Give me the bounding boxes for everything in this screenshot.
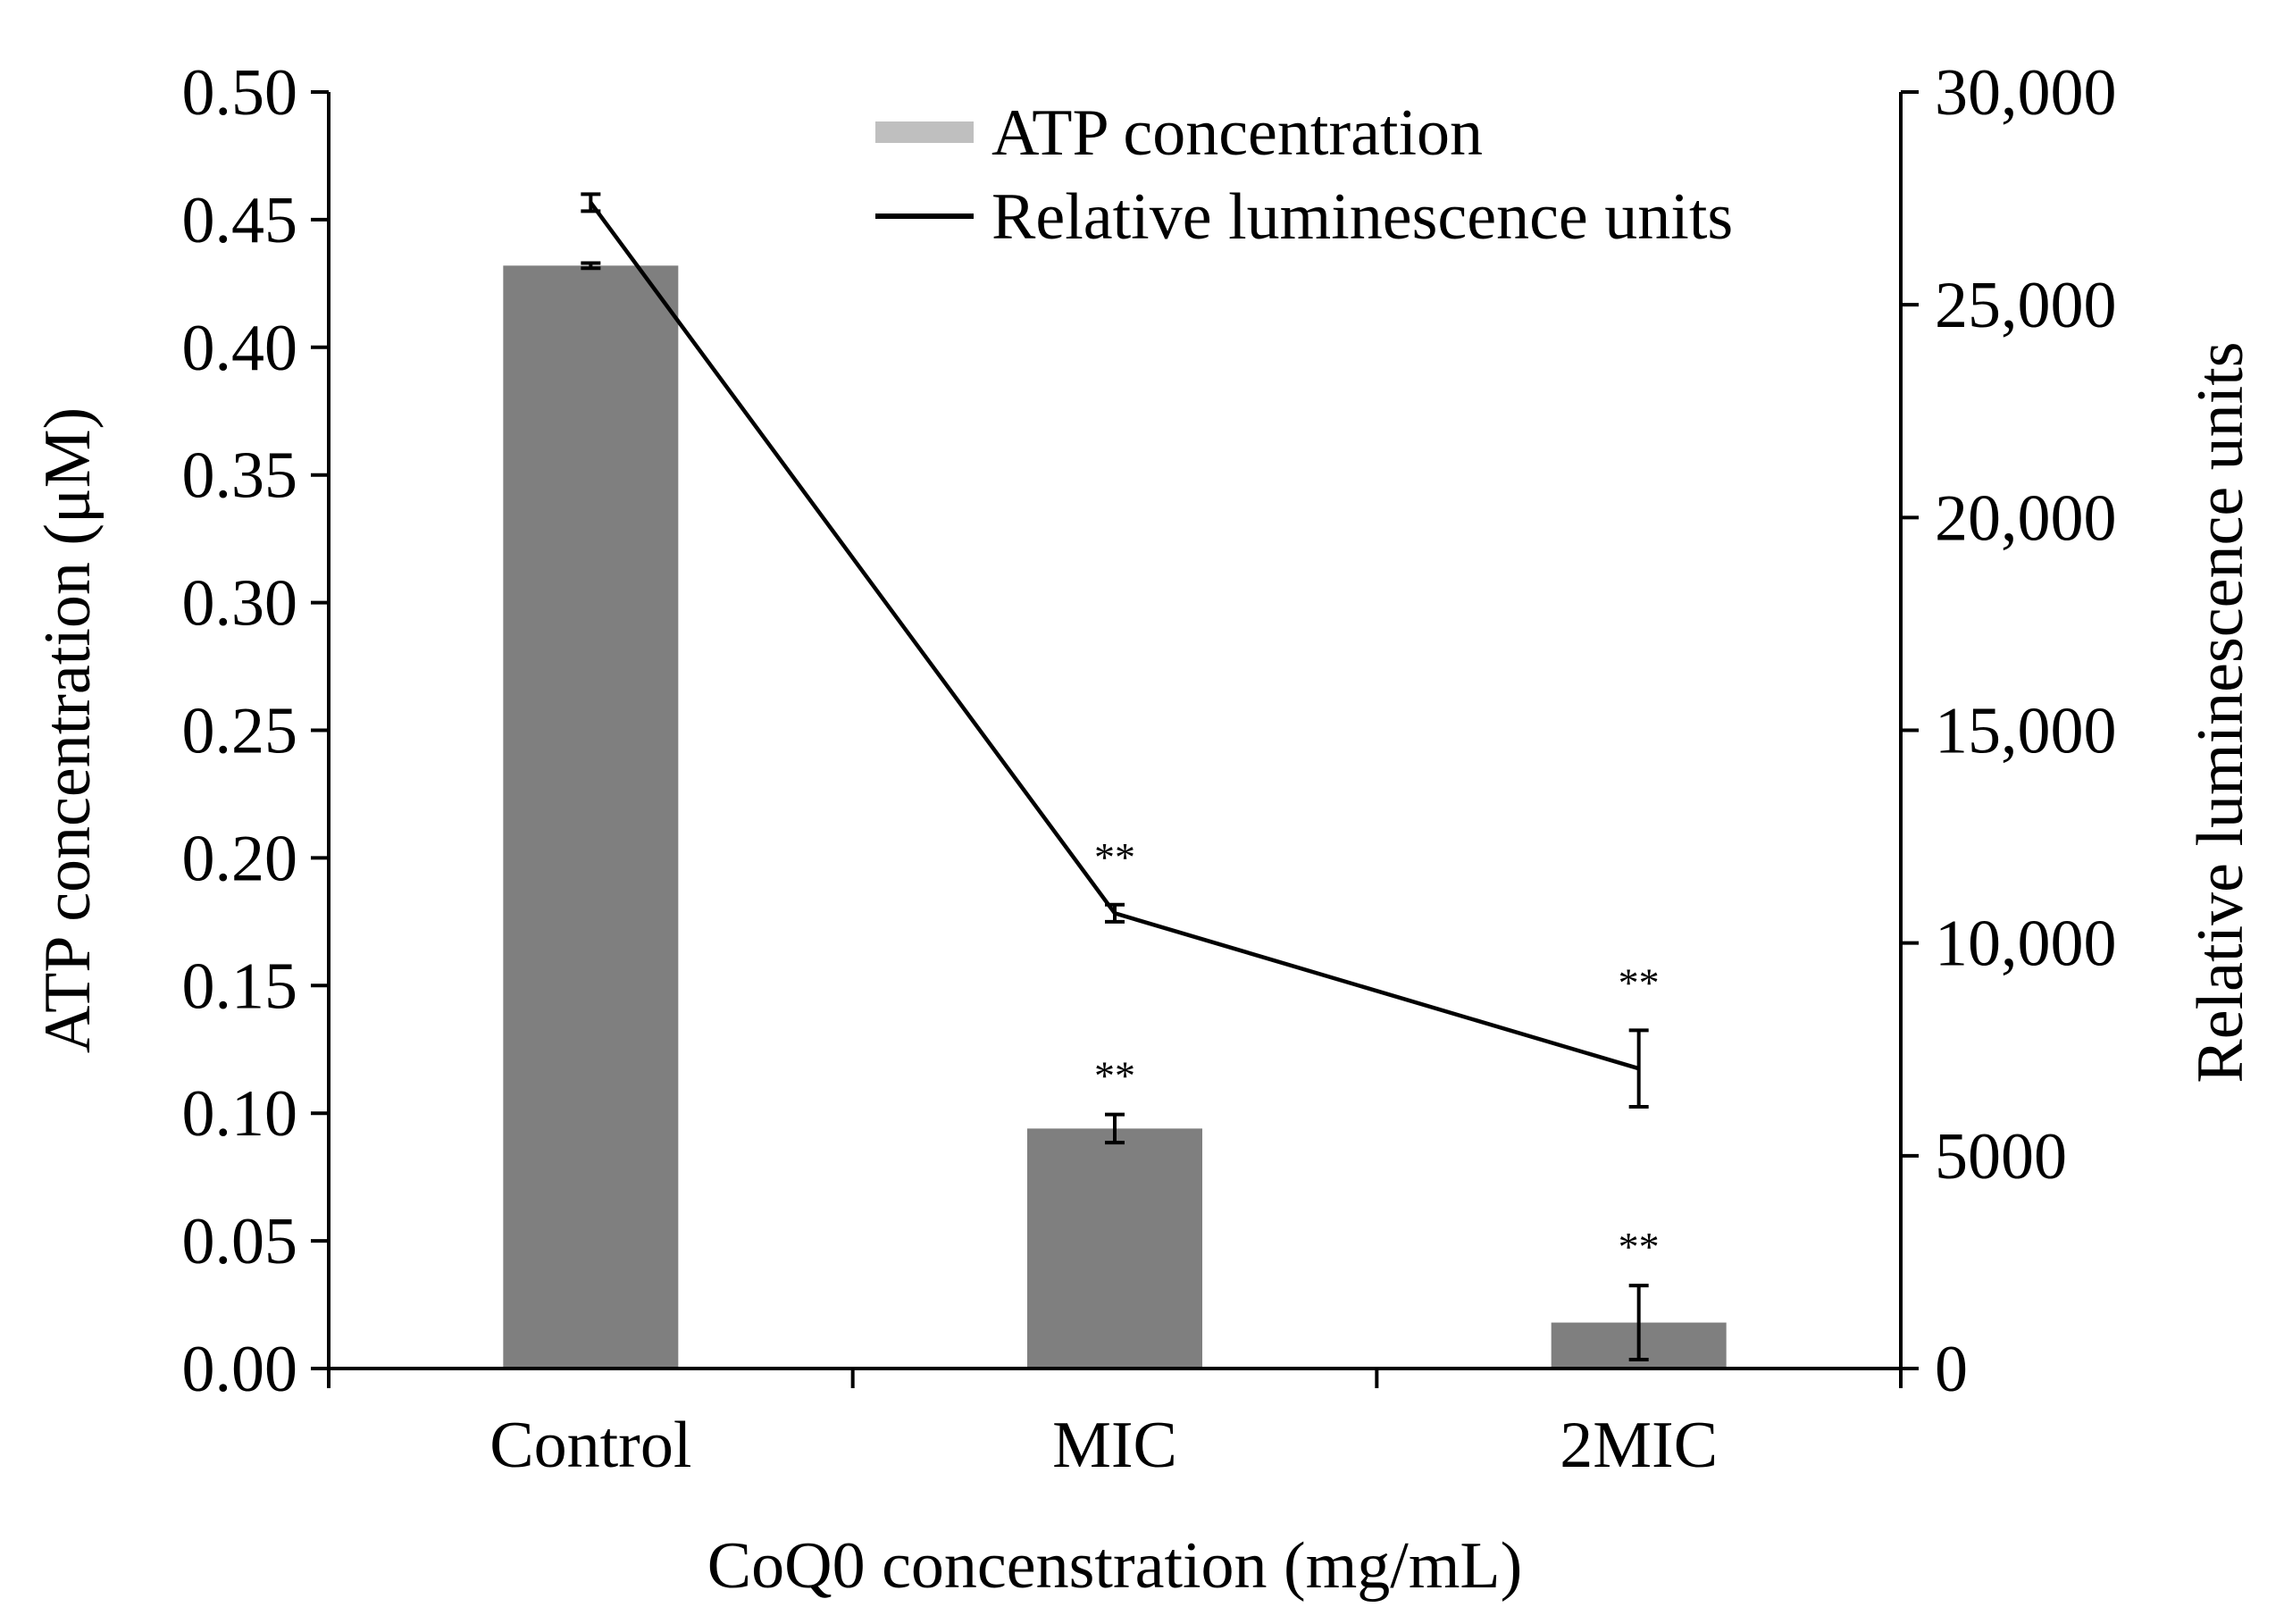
left-tick-label: 0.20 xyxy=(182,822,298,895)
rlu-point-2mic xyxy=(1637,1067,1641,1070)
rlu-line xyxy=(589,201,1640,1071)
bar-significance-mic: ** xyxy=(1094,1053,1135,1099)
right-tick-label: 10,000 xyxy=(1935,908,2117,981)
x-tick-label: 2MIC xyxy=(1560,1409,1718,1482)
left-tick-label: 0.00 xyxy=(182,1333,298,1406)
bar-control xyxy=(503,265,679,1369)
legend-swatch-atp xyxy=(875,121,974,143)
bar-significance-2mic: ** xyxy=(1619,1224,1660,1269)
left-tick-label: 0.05 xyxy=(182,1205,298,1278)
x-tick-label: MIC xyxy=(1052,1409,1177,1482)
right-tick-label: 5000 xyxy=(1935,1120,2067,1193)
left-tick-label: 0.40 xyxy=(182,312,298,385)
rlu-significance-mic: ** xyxy=(1094,834,1135,880)
right-tick-label: 30,000 xyxy=(1935,56,2117,130)
left-tick-label: 0.30 xyxy=(182,567,298,640)
rlu-point-mic xyxy=(1113,911,1117,915)
right-tick-label: 25,000 xyxy=(1935,269,2117,342)
bar-mic xyxy=(1027,1128,1202,1369)
legend-label-atp: ATP concentration xyxy=(991,96,1483,170)
right-tick-label: 0 xyxy=(1935,1333,1968,1406)
rlu-significance-2mic: ** xyxy=(1619,959,1660,1005)
rlu-point-control xyxy=(589,201,592,205)
legend-label-rlu: Relative luminescence units xyxy=(991,180,1733,254)
x-axis-title: CoQ0 concenstration (mg/mL) xyxy=(707,1529,1522,1603)
left-tick-label: 0.25 xyxy=(182,695,298,768)
x-tick-label: Control xyxy=(489,1409,691,1482)
left-tick-label: 0.10 xyxy=(182,1077,298,1151)
left-tick-label: 0.35 xyxy=(182,439,298,513)
left-axis-title: ATP concentration (μM) xyxy=(31,407,105,1053)
left-tick-label: 0.15 xyxy=(182,950,298,1023)
right-tick-label: 15,000 xyxy=(1935,695,2117,768)
left-tick-label: 0.45 xyxy=(182,184,298,257)
left-tick-label: 0.50 xyxy=(182,56,298,130)
right-tick-label: 20,000 xyxy=(1935,481,2117,555)
right-axis-title: Relative luminescence units xyxy=(2184,341,2257,1083)
